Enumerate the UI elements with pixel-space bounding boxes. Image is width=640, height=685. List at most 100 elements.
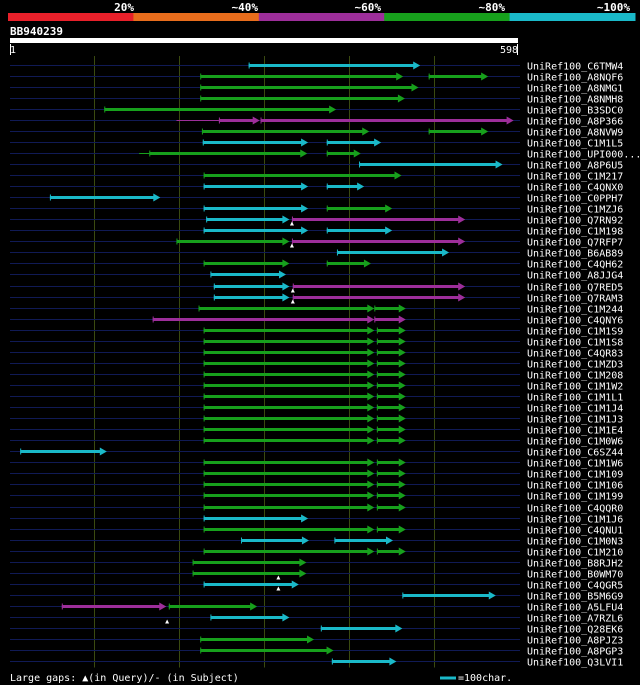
hit-arrowhead <box>398 370 406 379</box>
legend-swatch-3 <box>384 13 511 21</box>
hit-arrowhead <box>300 149 308 158</box>
hit-arrowhead <box>398 315 406 324</box>
hit-label[interactable]: UniRef100_A8P366 <box>527 117 623 128</box>
hit-label[interactable]: UniRef100_C1M208 <box>527 371 623 382</box>
legend-swatch-1 <box>133 13 260 21</box>
hit-label[interactable]: UniRef100_A5LFU4 <box>527 603 623 614</box>
hit-label[interactable]: UniRef100_B3SDC0 <box>527 106 623 117</box>
hit-arrowhead <box>374 138 382 147</box>
hit-arrowhead <box>153 193 161 202</box>
hit-arrowhead <box>458 215 466 224</box>
hit-arrowhead <box>299 558 307 567</box>
hit-label[interactable]: UniRef100_C4QNU1 <box>527 526 623 537</box>
hit-label[interactable]: UniRef100_UPI000... <box>527 150 640 161</box>
hit-label[interactable]: UniRef100_C4QQR0 <box>527 504 623 515</box>
hit-label[interactable]: UniRef100_C1M109 <box>527 470 623 481</box>
hit-label[interactable]: UniRef100_C1M1W6 <box>527 459 623 470</box>
hit-arrowhead <box>458 282 466 291</box>
hit-arrowhead <box>397 94 405 103</box>
legend-label-40: ~40% <box>232 1 259 14</box>
hit-rows: UniRef100_C6TMW4UniRef100_A8NQF6UniRef10… <box>10 61 640 669</box>
large-gaps-note: Large gaps: ▲(in Query)/- (in Subject) <box>10 673 239 684</box>
hit-label[interactable]: UniRef100_C1M1W2 <box>527 382 623 393</box>
hit-label[interactable]: UniRef100_Q7RED5 <box>527 283 623 294</box>
hit-arrowhead <box>279 270 287 279</box>
hit-arrowhead <box>367 436 375 445</box>
hit-label[interactable]: UniRef100_C1M1E4 <box>527 426 623 437</box>
query-gap-marker <box>289 221 294 226</box>
query-bar <box>10 38 518 43</box>
hit-label[interactable]: UniRef100_C1M1J4 <box>527 404 623 415</box>
legend-swatch-0 <box>8 13 134 21</box>
hit-label[interactable]: UniRef100_C6SZ44 <box>527 448 623 459</box>
hit-label[interactable]: UniRef100_Q7RFP7 <box>527 238 623 249</box>
query-id: BB940239 <box>10 25 63 38</box>
hit-label[interactable]: UniRef100_C4QNX0 <box>527 183 623 194</box>
hit-arrowhead <box>367 480 375 489</box>
hit-label[interactable]: UniRef100_C1MZJ6 <box>527 205 623 216</box>
hit-arrowhead <box>385 226 393 235</box>
hit-arrowhead <box>367 491 375 500</box>
hit-label[interactable]: UniRef100_C4QGR5 <box>527 581 623 592</box>
hit-arrowhead <box>398 337 406 346</box>
hit-label[interactable]: UniRef100_A8P6U5 <box>527 161 623 172</box>
hit-label[interactable]: UniRef100_C1M199 <box>527 492 623 503</box>
hit-label[interactable]: UniRef100_C4QH62 <box>527 260 623 271</box>
hit-label[interactable]: UniRef100_C1M1S8 <box>527 338 623 349</box>
identity-legend-labels: 20% ~40% ~60% ~80% ~100% <box>114 1 630 14</box>
hit-label[interactable]: UniRef100_C4QNY6 <box>527 316 623 327</box>
hit-arrowhead <box>386 536 394 545</box>
hit-label[interactable]: UniRef100_C1M1L1 <box>527 393 623 404</box>
query-gap-marker <box>276 575 281 580</box>
hit-arrowhead <box>282 237 290 246</box>
legend-label-60: ~60% <box>355 1 382 14</box>
legend-swatch-2 <box>258 13 385 21</box>
hit-arrowhead <box>398 359 406 368</box>
hit-label[interactable]: UniRef100_C1M106 <box>527 481 623 492</box>
hit-label[interactable]: UniRef100_C1M210 <box>527 548 623 559</box>
hit-label[interactable]: UniRef100_C1M1J3 <box>527 415 623 426</box>
hit-label[interactable]: UniRef100_A7RZL6 <box>527 614 623 625</box>
hit-label[interactable]: UniRef100_C1M1S9 <box>527 327 623 338</box>
hit-label[interactable]: UniRef100_A8NMG1 <box>527 84 623 95</box>
hit-label[interactable]: UniRef100_C6TMW4 <box>527 62 623 73</box>
footer: Large gaps: ▲(in Query)/- (in Subject) =… <box>10 673 512 684</box>
hit-label[interactable]: UniRef100_Q7RN92 <box>527 216 623 227</box>
hit-label[interactable]: UniRef100_A8NVW9 <box>527 128 623 139</box>
hit-arrowhead <box>367 425 375 434</box>
hit-label[interactable]: UniRef100_A8NMH8 <box>527 95 623 106</box>
hit-label[interactable]: UniRef100_Q7RAM3 <box>527 294 623 305</box>
hit-label[interactable]: UniRef100_B6AB89 <box>527 249 623 260</box>
hit-arrowhead <box>398 503 406 512</box>
hit-label[interactable]: UniRef100_B0WM70 <box>527 570 623 581</box>
hit-arrowhead <box>398 304 406 313</box>
hit-label[interactable]: UniRef100_C1M0W6 <box>527 437 623 448</box>
hit-label[interactable]: UniRef100_C1M217 <box>527 172 623 183</box>
hit-label[interactable]: UniRef100_Q3LVI1 <box>527 658 623 669</box>
hit-arrowhead <box>398 480 406 489</box>
hit-arrowhead <box>299 569 307 578</box>
hit-arrowhead <box>367 525 375 534</box>
hit-label[interactable]: UniRef100_A8NQF6 <box>527 73 623 84</box>
legend-swatch-4 <box>509 13 636 21</box>
hit-arrowhead <box>395 624 403 633</box>
hit-label[interactable]: UniRef100_C0PPH7 <box>527 194 623 205</box>
hit-arrowhead <box>329 105 337 114</box>
hit-arrowhead <box>413 61 421 70</box>
hit-label[interactable]: UniRef100_C1M1L5 <box>527 139 623 150</box>
hit-label[interactable]: UniRef100_C1MZD3 <box>527 360 623 371</box>
hit-label[interactable]: UniRef100_C1M1J6 <box>527 515 623 526</box>
hit-arrowhead <box>398 436 406 445</box>
hit-arrowhead <box>398 491 406 500</box>
hit-label[interactable]: UniRef100_A8PJZ3 <box>527 636 623 647</box>
hit-label[interactable]: UniRef100_C4QR83 <box>527 349 623 360</box>
gridlines <box>94 56 435 668</box>
hit-label[interactable]: UniRef100_B5M6G9 <box>527 592 623 603</box>
hit-label[interactable]: UniRef100_C1M244 <box>527 305 623 316</box>
hit-label[interactable]: UniRef100_C1M198 <box>527 227 623 238</box>
hit-label[interactable]: UniRef100_C1M0N3 <box>527 537 623 548</box>
hit-label[interactable]: UniRef100_A8JJG4 <box>527 271 623 282</box>
hit-label[interactable]: UniRef100_Q28EK6 <box>527 625 623 636</box>
hit-label[interactable]: UniRef100_B8RJH2 <box>527 559 623 570</box>
hit-label[interactable]: UniRef100_A8PGP3 <box>527 647 623 658</box>
